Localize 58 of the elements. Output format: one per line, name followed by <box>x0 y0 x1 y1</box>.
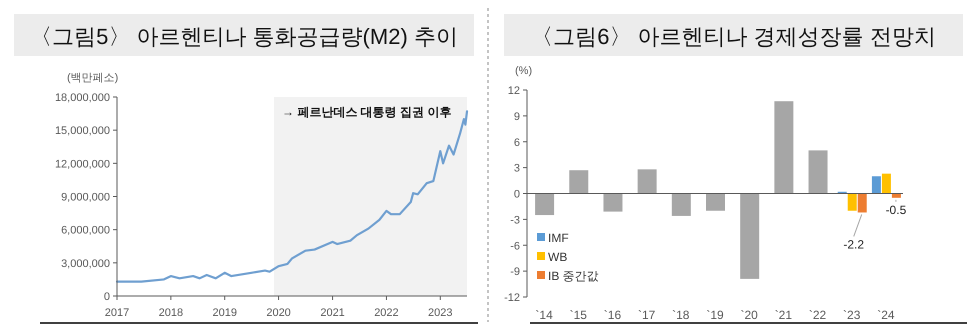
bar <box>603 194 622 212</box>
bar <box>740 194 760 279</box>
x-tick-label: 2021 <box>320 307 345 319</box>
chart-title: 〈그림5〉 아르헨티나 통화공급량(M2) 추이 <box>30 24 458 49</box>
legend-label: IMF <box>548 231 569 245</box>
bar <box>535 194 554 216</box>
y-tick-label: -3 <box>510 214 520 226</box>
x-tick-label: 2017 <box>104 307 130 319</box>
x-tick-label: `15 <box>570 308 588 322</box>
bar <box>569 170 588 194</box>
y-tick-label: 6,000,000 <box>61 224 110 237</box>
y-tick-label: 15,000,000 <box>54 125 110 138</box>
y-tick-label: -6 <box>510 240 520 252</box>
y-axis-title: (%) <box>515 65 532 77</box>
x-tick-label: 2022 <box>374 307 399 319</box>
y-tick-label: 3,000,000 <box>61 258 110 270</box>
bar <box>808 150 828 194</box>
bar <box>672 194 691 216</box>
bar <box>882 174 891 194</box>
y-axis-title: (백만페소) <box>67 72 118 84</box>
data-label: -2.2 <box>843 237 864 252</box>
x-tick-label: `24 <box>877 308 895 322</box>
y-tick-label: 9,000,000 <box>61 192 110 204</box>
x-tick-label: 2018 <box>158 307 184 319</box>
x-tick-label: 2020 <box>266 307 291 319</box>
legend-label: WB <box>548 250 568 264</box>
x-tick-label: `17 <box>638 308 656 322</box>
x-tick-label: `18 <box>672 308 690 322</box>
bar <box>892 194 901 198</box>
x-tick-label: `23 <box>843 308 861 322</box>
x-tick-label: `22 <box>808 308 827 322</box>
y-tick-label: -12 <box>504 292 520 304</box>
bar <box>774 101 794 194</box>
y-tick-label: 18,000,000 <box>54 92 110 104</box>
x-tick-label: 2019 <box>212 307 237 319</box>
legend-label: IB 중간값 <box>548 269 599 283</box>
bar <box>858 194 867 212</box>
data-label: -0.5 <box>886 202 907 217</box>
band-label: → 페르난데스 대통령 집권 이후 <box>282 105 452 119</box>
y-tick-label: 0 <box>104 291 110 303</box>
bar <box>706 194 725 211</box>
bar <box>638 169 657 194</box>
x-tick-label: `21 <box>774 308 792 322</box>
y-tick-label: 6 <box>514 136 520 149</box>
x-tick-label: `20 <box>740 308 758 322</box>
bar <box>872 176 881 194</box>
x-tick-label: 2023 <box>428 307 453 319</box>
y-tick-label: 0 <box>514 188 520 200</box>
y-tick-label: -9 <box>510 266 520 278</box>
x-tick-label: `14 <box>535 308 554 322</box>
x-tick-label: `16 <box>604 308 622 322</box>
y-tick-label: 3 <box>514 162 520 175</box>
chart-title: 〈그림6〉 아르헨티나 경제성장률 전망치 <box>531 24 936 49</box>
x-tick-label: `19 <box>706 308 724 322</box>
y-tick-label: 12 <box>508 85 520 97</box>
y-tick-label: 9 <box>514 110 520 123</box>
bar <box>848 194 857 211</box>
y-tick-label: 12,000,000 <box>54 158 110 170</box>
